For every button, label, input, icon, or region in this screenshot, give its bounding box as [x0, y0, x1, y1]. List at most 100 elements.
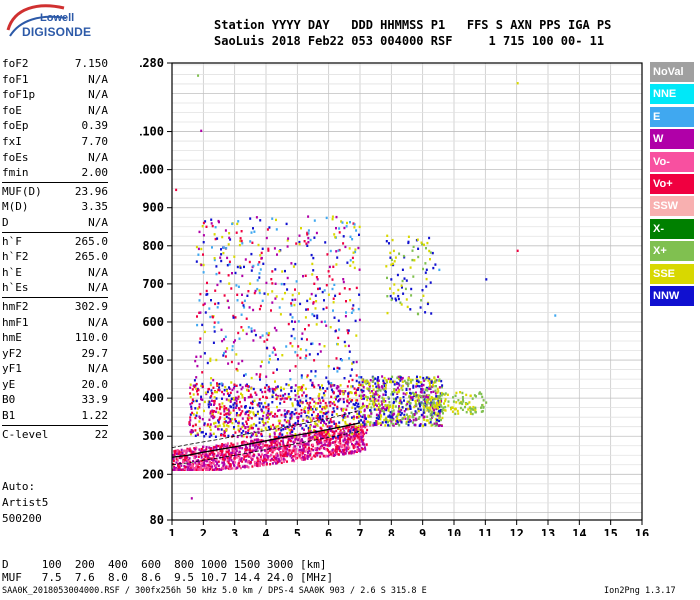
echo-point — [350, 452, 353, 455]
echo-point — [268, 390, 271, 393]
echo-point — [282, 394, 285, 397]
echo-point — [259, 254, 262, 257]
echo-point — [335, 227, 337, 230]
echo-point — [397, 297, 400, 301]
echo-point — [311, 262, 314, 266]
echo-point — [475, 395, 477, 398]
echo-point — [379, 389, 382, 392]
echo-point — [199, 429, 202, 432]
echo-point — [306, 454, 309, 458]
echo-point — [202, 449, 205, 452]
echo-point — [266, 420, 269, 424]
echo-point — [346, 399, 349, 403]
echo-point — [344, 422, 347, 425]
echo-point — [254, 289, 257, 293]
echo-point — [306, 233, 309, 236]
echo-point — [189, 402, 192, 406]
echo-point — [277, 419, 280, 422]
echo-point — [291, 430, 294, 434]
echo-point — [205, 465, 208, 468]
echo-point — [390, 298, 393, 301]
echo-point — [214, 468, 217, 471]
echo-point — [321, 408, 324, 411]
echo-point — [248, 427, 251, 431]
echo-point — [432, 390, 435, 393]
echo-point — [234, 451, 237, 454]
echo-point — [322, 412, 325, 415]
echo-point — [227, 425, 230, 428]
echo-point — [358, 381, 361, 384]
echo-point — [239, 237, 242, 240]
echo-point — [424, 378, 427, 381]
echo-point — [207, 468, 210, 471]
echo-point — [336, 448, 339, 451]
echo-point — [247, 460, 250, 463]
echo-point — [422, 411, 425, 414]
echo-point — [199, 311, 202, 314]
echo-point — [245, 445, 248, 449]
echo-point — [298, 234, 301, 237]
y-tick-label: 1000 — [140, 163, 164, 177]
echo-point — [310, 253, 313, 257]
echo-point — [269, 459, 272, 462]
echo-point — [337, 336, 340, 340]
echo-point — [362, 432, 365, 436]
echo-point — [284, 291, 286, 295]
echo-point — [191, 464, 194, 467]
echo-point — [328, 426, 331, 430]
echo-point — [554, 314, 557, 317]
echo-point — [323, 454, 326, 458]
echo-point — [429, 405, 432, 409]
echo-point — [190, 405, 193, 408]
echo-point — [313, 385, 316, 389]
echo-point — [263, 458, 266, 461]
echo-point — [246, 410, 249, 413]
echo-point — [283, 283, 286, 286]
echo-point — [249, 451, 252, 455]
param-label: C-level — [2, 427, 49, 441]
echo-point — [258, 453, 261, 457]
echo-point — [288, 451, 291, 454]
echo-point — [289, 438, 292, 441]
echo-point — [296, 354, 299, 357]
echo-point — [205, 432, 207, 436]
echo-point — [358, 430, 361, 433]
echo-point — [382, 399, 385, 402]
legend-item-w: W — [650, 129, 694, 150]
echo-point — [210, 377, 213, 380]
echo-point — [266, 416, 269, 419]
echo-point — [387, 421, 389, 424]
echo-point — [172, 458, 175, 461]
echo-point — [294, 351, 297, 354]
echo-point — [175, 458, 178, 461]
echo-point — [228, 236, 231, 240]
echo-point — [377, 384, 380, 387]
echo-point — [323, 447, 326, 450]
echo-point — [298, 450, 301, 453]
echo-point — [337, 441, 340, 444]
echo-point — [375, 399, 378, 402]
echo-point — [457, 412, 460, 415]
echo-point — [238, 460, 241, 463]
echo-point — [271, 351, 274, 354]
echo-point — [456, 409, 459, 413]
echo-point — [217, 451, 220, 455]
distance-row: D 100 200 400 600 800 1000 1500 3000 [km… — [2, 558, 327, 571]
echo-point — [385, 265, 388, 268]
echo-point — [206, 361, 209, 365]
echo-point — [409, 308, 412, 311]
echo-point — [304, 357, 307, 360]
echo-point — [447, 404, 450, 407]
echo-point — [303, 456, 306, 459]
echo-point — [231, 348, 234, 352]
echo-point — [219, 280, 222, 283]
param-row-ye: yE 20.0 — [2, 377, 108, 393]
echo-point — [337, 427, 340, 430]
echo-point — [368, 385, 371, 388]
echo-point — [213, 396, 216, 399]
echo-point — [190, 429, 193, 432]
echo-point — [398, 384, 401, 387]
echo-point — [211, 224, 214, 228]
echo-point — [385, 379, 388, 382]
echo-point — [426, 419, 429, 422]
